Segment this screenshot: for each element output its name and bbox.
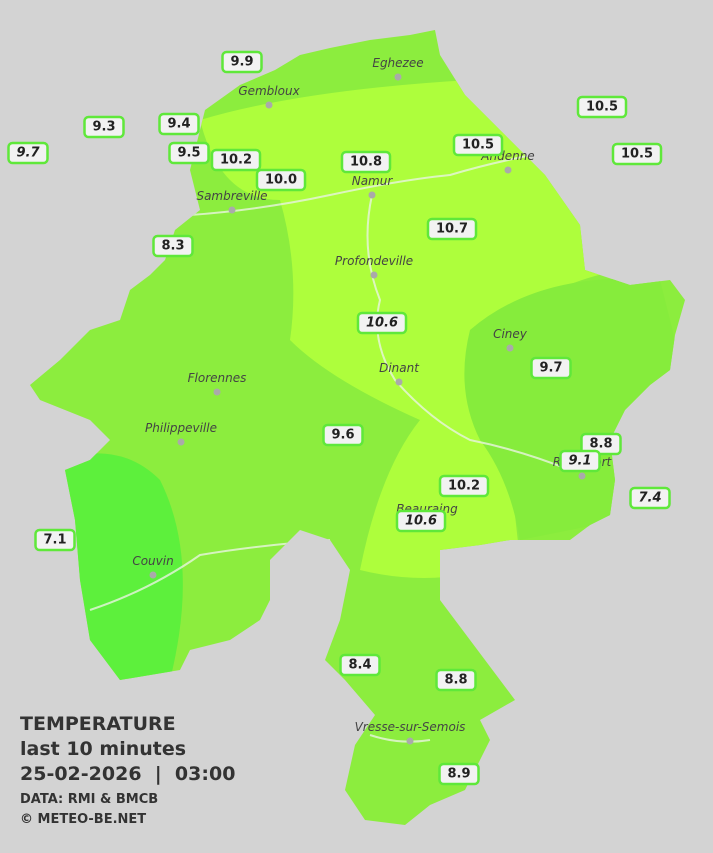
station-value: 7.4 <box>638 491 661 506</box>
city-label: Florennes <box>188 371 247 385</box>
city-dot <box>370 271 378 279</box>
city-dot <box>265 101 273 109</box>
city-label: Dinant <box>379 361 420 375</box>
station-box <box>152 234 194 258</box>
legend-copyright: © METEO-BE.NET <box>20 812 146 827</box>
station-value: 10.5 <box>586 100 618 115</box>
station-box <box>438 474 490 498</box>
station-value: 8.8 <box>589 437 612 452</box>
station-value: 10.2 <box>448 479 480 494</box>
station-box <box>322 423 364 447</box>
city-dot <box>394 73 402 81</box>
station-box <box>530 356 572 380</box>
city-label: Sambreville <box>196 189 267 203</box>
station-box <box>435 668 477 692</box>
city-label: Philippeville <box>145 421 217 435</box>
station-box <box>7 141 49 165</box>
station-value: 9.7 <box>16 146 40 161</box>
station-value: 10.6 <box>405 514 437 529</box>
station-value: 9.6 <box>331 428 354 443</box>
city-label: Ciney <box>493 327 528 341</box>
station-value: 9.7 <box>539 361 562 376</box>
station-value: 10.6 <box>366 316 398 331</box>
station-value: 8.8 <box>444 673 467 688</box>
legend: TEMPERATURE last 10 minutes 25-02-2026 |… <box>20 713 235 827</box>
station-value: 10.8 <box>350 155 382 170</box>
station-box <box>438 762 480 786</box>
station-box <box>580 432 622 456</box>
station-box <box>255 168 307 192</box>
station-box <box>168 141 210 165</box>
station-value: 8.3 <box>161 239 184 254</box>
legend-title: TEMPERATURE <box>20 713 176 735</box>
station-value: 9.5 <box>177 146 200 161</box>
city-dot <box>395 378 403 386</box>
city-dot <box>149 571 157 579</box>
city-label: Eghezee <box>372 56 423 70</box>
station-box <box>158 112 200 136</box>
legend-datetime: 25-02-2026 | 03:00 <box>20 763 235 785</box>
station-box <box>339 653 381 677</box>
city-dot <box>177 438 185 446</box>
station-box <box>34 528 76 552</box>
city-dot <box>228 206 236 214</box>
station-value: 10.7 <box>436 222 468 237</box>
station-value: 10.5 <box>621 147 653 162</box>
city-dot <box>368 191 376 199</box>
station-value: 9.4 <box>167 117 190 132</box>
city-dot <box>504 166 512 174</box>
station-value: 7.1 <box>43 533 66 548</box>
city-dot <box>406 737 414 745</box>
station-box <box>356 311 408 335</box>
station-value: 8.4 <box>348 658 371 673</box>
city-label: Namur <box>352 174 394 188</box>
city-dot <box>578 472 586 480</box>
city-dot <box>506 344 514 352</box>
station-box <box>221 50 263 74</box>
station-value: 9.3 <box>92 120 115 135</box>
city-dot <box>213 388 221 396</box>
stations: 9.9 9.3 9.4 9.7 9.5 10.2 10.0 10.8 10.5 10.5 10.5 1… <box>7 50 671 786</box>
city-label: Vresse-sur-Semois <box>355 720 466 734</box>
station-box <box>340 150 392 174</box>
station-box <box>395 509 447 533</box>
legend-subtitle: last 10 minutes <box>20 738 186 760</box>
station-value: 9.9 <box>230 55 253 70</box>
station-box <box>576 95 628 119</box>
station-box <box>559 449 601 473</box>
station-box <box>426 217 478 241</box>
station-value: 8.9 <box>447 767 470 782</box>
station-box <box>611 142 663 166</box>
city-label: Couvin <box>132 554 173 568</box>
station-value: 10.0 <box>265 173 297 188</box>
legend-source: DATA: RMI & BMCB <box>20 792 158 807</box>
station-value: 9.1 <box>568 454 591 469</box>
station-box <box>452 133 504 157</box>
station-box <box>210 148 262 172</box>
city-label: Profondeville <box>335 254 413 268</box>
station-value: 10.2 <box>220 153 252 168</box>
station-box <box>83 115 125 139</box>
city-label: Gembloux <box>238 84 300 98</box>
station-box <box>629 486 671 510</box>
station-value: 10.5 <box>462 138 494 153</box>
